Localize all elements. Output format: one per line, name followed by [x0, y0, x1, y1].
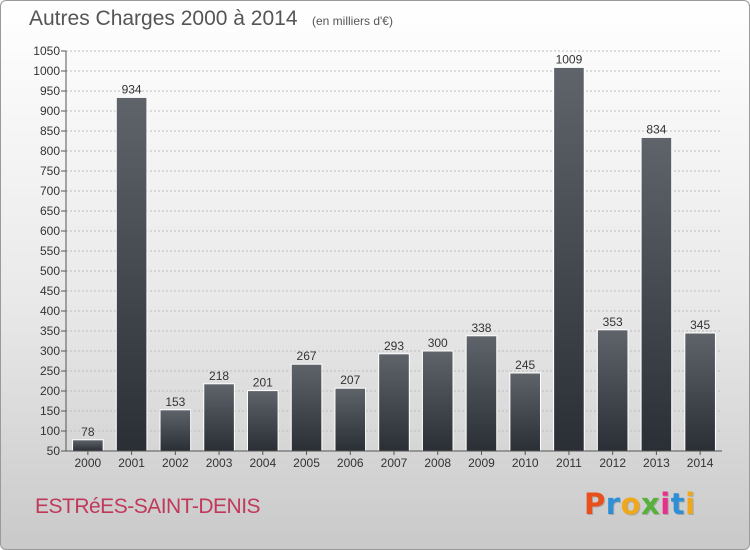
bar-2013[interactable] [640, 136, 673, 452]
x-tick-label-2008: 2008 [424, 456, 451, 470]
y-tick-label-700: 700 [40, 184, 60, 198]
x-axis: 2000 2001 2002 2003 2004 2005 2006 2007 2008 2009… [66, 450, 722, 470]
x-tick-label-2013: 2013 [643, 456, 670, 470]
y-tick-label-450: 450 [40, 284, 60, 298]
y-tick-label-850: 850 [40, 124, 60, 138]
data-label-2004: 201 [253, 376, 273, 390]
data-label-2000: 78 [81, 425, 95, 439]
title-row: Autres Charges 2000 à 2014 (en milliers … [29, 7, 393, 31]
y-tick-label-100: 100 [40, 424, 60, 438]
y-tick-label-1000: 1000 [33, 64, 60, 78]
y-tick-label-350: 350 [40, 324, 60, 338]
y-tick-label-950: 950 [40, 84, 60, 98]
data-label-2007: 293 [384, 339, 404, 353]
y-tick-label-750: 750 [40, 164, 60, 178]
y-tick-label-400: 400 [40, 304, 60, 318]
bar-2005[interactable] [290, 363, 323, 452]
x-tick-label-2007: 2007 [381, 456, 408, 470]
data-label-2006: 207 [340, 373, 360, 387]
bar-chart: 50 100 150 200 250 300 350 400 450 500 550 600 650 70… [33, 44, 722, 470]
logo-letter: o [620, 487, 642, 521]
data-label-2014: 345 [690, 318, 710, 332]
bar-2003[interactable] [203, 383, 235, 452]
y-tick-label-800: 800 [40, 144, 60, 158]
data-label-2009: 338 [471, 321, 491, 335]
bar-2004[interactable] [246, 390, 279, 452]
x-tick-label-2010: 2010 [512, 456, 539, 470]
bar-2008[interactable] [421, 350, 454, 452]
y-tick-label-600: 600 [40, 224, 60, 238]
bar-2014[interactable] [684, 332, 716, 452]
x-tick-label-2000: 2000 [75, 456, 102, 470]
y-tick-label-550: 550 [40, 244, 60, 258]
y-tick-label-200: 200 [40, 384, 60, 398]
chart-title: Autres Charges 2000 à 2014 [29, 7, 298, 30]
data-label-2011: 1009 [556, 52, 583, 66]
x-tick-label-2009: 2009 [468, 456, 495, 470]
y-tick-label-500: 500 [40, 264, 60, 278]
bar-2010[interactable] [509, 372, 542, 452]
bar-2000[interactable] [72, 439, 104, 452]
y-tick-label-250: 250 [40, 364, 60, 378]
logo-letter: r [605, 487, 621, 521]
x-tick-label-2005: 2005 [293, 456, 320, 470]
logo-letter: P [584, 487, 606, 521]
data-label-2002: 153 [165, 395, 185, 409]
data-label-2001: 934 [122, 82, 142, 96]
x-tick-label-2006: 2006 [337, 456, 364, 470]
data-label-2003: 218 [209, 369, 229, 383]
bar-2009[interactable] [465, 335, 498, 452]
chart-subtitle: (en milliers d'€) [311, 14, 393, 28]
logo-letter: i [660, 487, 671, 521]
x-tick-label-2012: 2012 [599, 456, 626, 470]
bar-2007[interactable] [378, 353, 410, 452]
bars: 78 934 153 218 201 267 207 293 300 338 245 1009 353 8… [72, 52, 716, 452]
bar-2012[interactable] [596, 329, 629, 452]
y-tick-label-300: 300 [40, 344, 60, 358]
data-label-2010: 245 [515, 358, 535, 372]
y-tick-label-900: 900 [40, 104, 60, 118]
x-tick-label-2001: 2001 [118, 456, 145, 470]
logo-letter: x [641, 487, 661, 521]
data-label-2013: 834 [646, 122, 666, 136]
x-tick-label-2014: 2014 [687, 456, 714, 470]
place-name: ESTRéES-SAINT-DENIS [35, 495, 261, 518]
data-label-2008: 300 [428, 336, 448, 350]
logo-letter: i [685, 487, 696, 521]
y-tick-label-150: 150 [40, 404, 60, 418]
bar-2001[interactable] [115, 96, 148, 452]
proxiti-logo[interactable]: Proxiti [584, 487, 696, 521]
bar-2011[interactable] [553, 66, 585, 452]
bar-2006[interactable] [334, 387, 367, 452]
x-tick-label-2003: 2003 [206, 456, 233, 470]
y-tick-label-650: 650 [40, 204, 60, 218]
logo-letter: t [670, 487, 686, 521]
x-tick-label-2011: 2011 [556, 456, 582, 470]
y-axis: 50 100 150 200 250 300 350 400 450 500 550 600 650 70… [33, 44, 67, 458]
data-label-2012: 353 [603, 315, 623, 329]
x-tick-label-2002: 2002 [162, 456, 189, 470]
y-tick-label-50: 50 [47, 444, 61, 458]
bar-2002[interactable] [159, 409, 192, 452]
x-tick-label-2004: 2004 [249, 456, 276, 470]
data-label-2005: 267 [297, 349, 317, 363]
y-tick-label-1050: 1050 [33, 44, 60, 58]
